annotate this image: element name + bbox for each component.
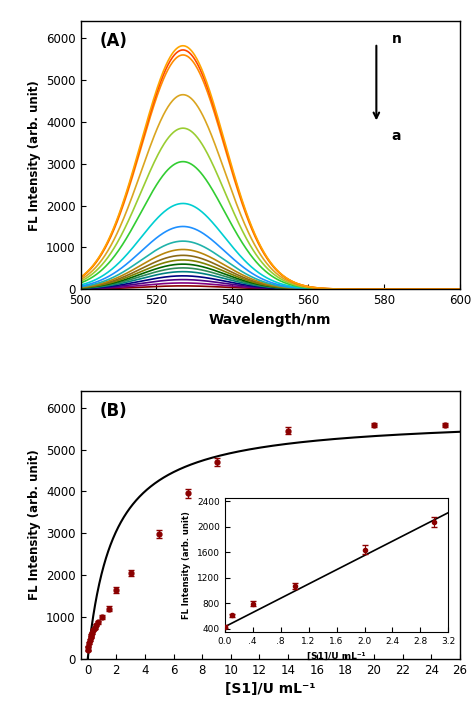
Text: (B): (B) xyxy=(100,402,127,420)
Text: a: a xyxy=(392,129,401,142)
Y-axis label: FL Intensity (arb. unit): FL Intensity (arb. unit) xyxy=(27,80,41,231)
Text: n: n xyxy=(392,32,401,47)
X-axis label: [S1]/U mL⁻¹: [S1]/U mL⁻¹ xyxy=(225,682,315,696)
Text: (A): (A) xyxy=(100,32,128,50)
X-axis label: Wavelength/nm: Wavelength/nm xyxy=(209,313,331,326)
Y-axis label: FL Intensity (arb. unit): FL Intensity (arb. unit) xyxy=(27,450,41,600)
